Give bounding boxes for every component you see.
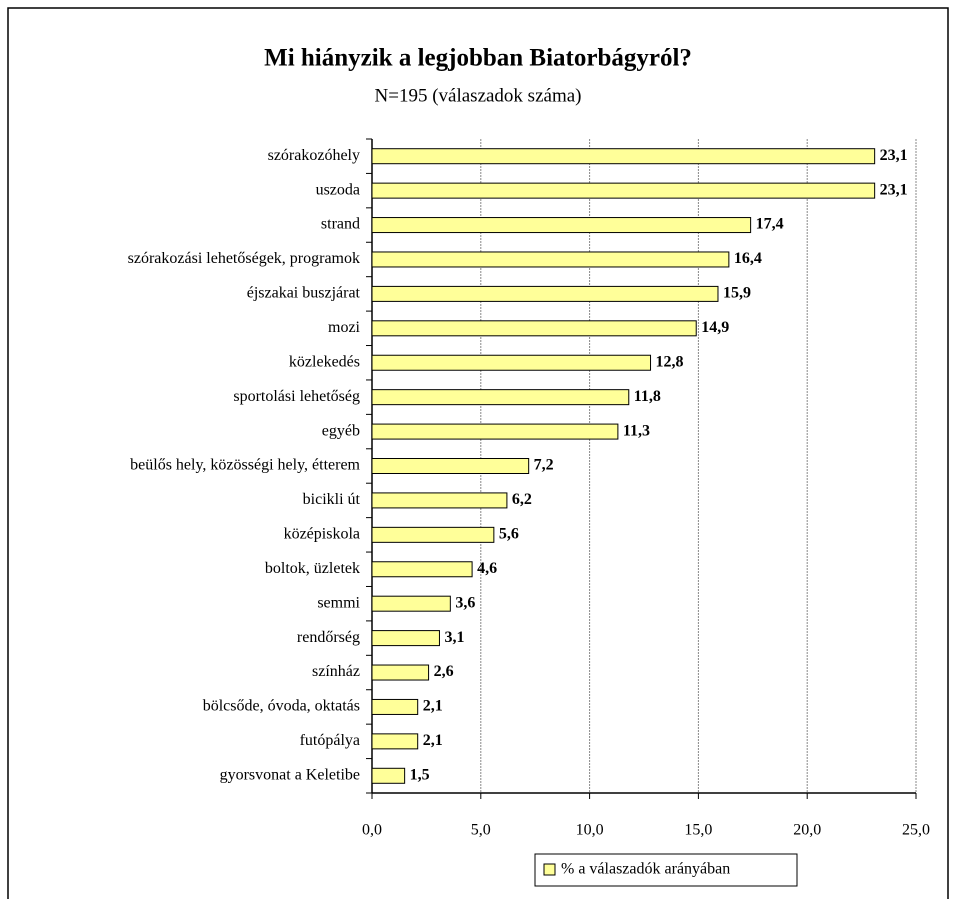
value-label: 2,1: [423, 732, 443, 749]
value-label: 2,6: [434, 663, 454, 680]
legend-label: % a válaszadók arányában: [561, 861, 730, 878]
y-tick-label: egyéb: [322, 422, 360, 439]
y-tick-label: szórakozási lehetőségek, programok: [128, 250, 360, 267]
x-tick-label: 5,0: [471, 822, 491, 839]
x-tick-label: 15,0: [684, 822, 712, 839]
bar: [371, 698, 419, 715]
value-label: 7,2: [534, 457, 554, 474]
bar: [371, 526, 495, 543]
bar: [371, 251, 730, 268]
bar: [371, 458, 530, 474]
y-tick-label: uszoda: [316, 181, 360, 198]
value-label: 12,8: [656, 353, 684, 370]
value-label: 6,2: [512, 491, 532, 508]
value-label: 3,6: [455, 594, 475, 611]
y-tick-label: semmi: [317, 594, 360, 611]
chart-subtitle: N=195 (válaszadok száma): [375, 85, 582, 106]
chart-frame: [7, 7, 949, 899]
y-tick-label: gyorsvonat a Keletibe: [220, 766, 360, 783]
chart-title: Mi hiányzik a legjobban Biatorbágyról?: [264, 45, 692, 72]
y-tick-label: középiskola: [284, 526, 360, 543]
value-label: 2,1: [423, 698, 443, 715]
bar: [371, 320, 697, 337]
y-tick-label: rendőrség: [297, 629, 360, 646]
y-tick-label: futópálya: [300, 732, 360, 749]
value-label: 1,5: [410, 766, 430, 783]
legend-box: [534, 853, 798, 887]
bar: [371, 148, 876, 165]
y-tick-label: bicikli út: [303, 491, 361, 508]
value-label: 15,9: [723, 285, 751, 302]
bar: [371, 182, 876, 199]
y-tick-label: éjszakai buszjárat: [247, 285, 361, 302]
y-tick-label: sportolási lehetőség: [233, 388, 360, 405]
y-tick-label: beülős hely, közösségi hely, étterem: [130, 457, 360, 474]
value-label: 23,1: [880, 181, 908, 198]
bar: [371, 561, 473, 578]
y-tick-label: boltok, üzletek: [265, 560, 360, 577]
value-label: 11,3: [623, 422, 650, 439]
value-label: 16,4: [734, 250, 762, 267]
bar: [371, 217, 752, 234]
y-tick-label: színház: [312, 663, 360, 680]
x-tick-label: 20,0: [793, 822, 821, 839]
value-label: 3,1: [444, 629, 464, 646]
bar: [371, 423, 619, 440]
value-label: 17,4: [756, 216, 784, 233]
x-tick-label: 10,0: [576, 822, 604, 839]
value-label: 4,6: [477, 560, 497, 577]
y-tick-label: mozi: [328, 319, 361, 336]
x-tick-label: 25,0: [902, 822, 930, 839]
legend-swatch: [543, 863, 556, 876]
value-label: 11,8: [634, 388, 661, 405]
y-tick-label: bölcsőde, óvoda, oktatás: [203, 698, 360, 715]
y-tick-label: strand: [321, 216, 360, 233]
bar: [371, 733, 419, 750]
bar: [371, 767, 406, 784]
y-tick-label: szórakozóhely: [268, 147, 360, 164]
value-label: 5,6: [499, 526, 519, 543]
value-label: 14,9: [701, 319, 729, 336]
y-tick-label: közlekedés: [289, 353, 360, 370]
bar: [371, 595, 451, 612]
bar: [371, 664, 430, 681]
bar: [371, 630, 440, 647]
bar: [371, 354, 652, 371]
x-tick-label: 0,0: [362, 822, 382, 839]
bar: [371, 389, 630, 406]
value-label: 23,1: [880, 147, 908, 164]
bar: [371, 492, 508, 509]
bar: [371, 285, 719, 302]
